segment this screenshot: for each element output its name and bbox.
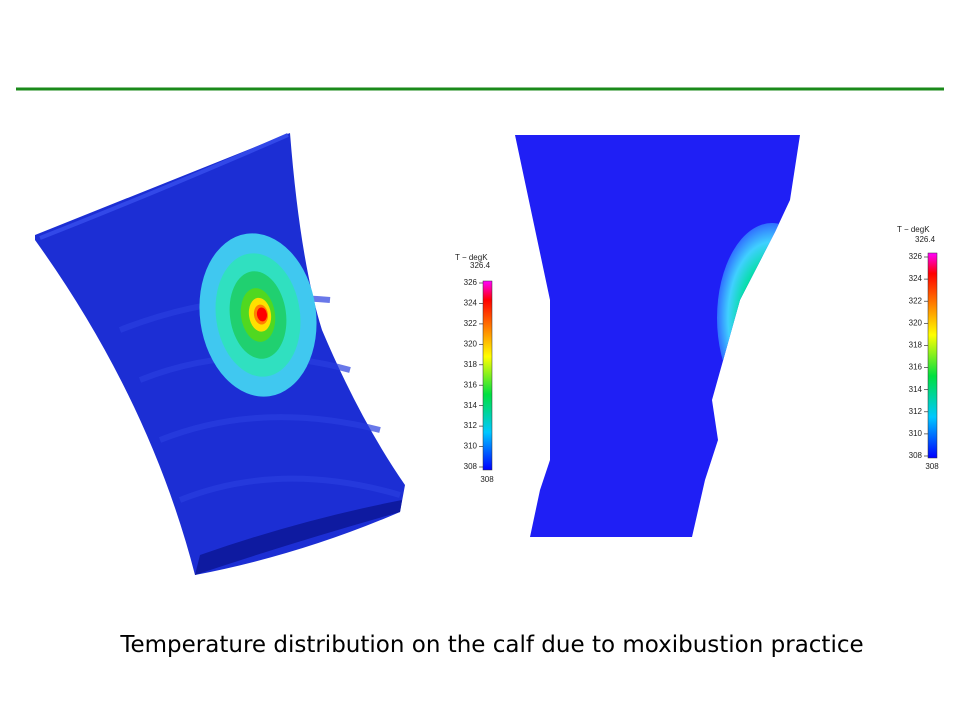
legend-min: 308 (925, 462, 939, 471)
tick-label: 324 (909, 274, 923, 283)
tick-label: 326 (464, 278, 478, 287)
tick-label: 310 (464, 442, 478, 451)
legend-title: T − degK (897, 225, 930, 234)
tick-label: 320 (909, 318, 923, 327)
tick-label: 320 (464, 339, 478, 348)
tick-label: 314 (464, 401, 478, 410)
tick-label: 316 (909, 363, 923, 372)
legend-max: 326.4 (470, 261, 491, 270)
tick-label: 308 (464, 462, 478, 471)
tick-label: 322 (464, 319, 478, 328)
tick-label: 312 (909, 407, 923, 416)
tick-label: 318 (909, 341, 923, 350)
tick-label: 324 (464, 299, 478, 308)
legend-max: 326.4 (915, 235, 936, 244)
tick-label: 326 (909, 252, 923, 261)
tick-label: 314 (909, 385, 923, 394)
legend-title: T − degK (455, 253, 488, 262)
tick-label: 312 (464, 421, 478, 430)
legend-min: 308 (480, 475, 494, 484)
tick-label: 308 (909, 451, 923, 460)
tick-label: 322 (909, 296, 923, 305)
tick-label: 316 (464, 380, 478, 389)
right-calf-model (515, 135, 800, 537)
tick-label: 310 (909, 429, 923, 438)
caption: Temperature distribution on the calf due… (119, 632, 863, 658)
color-bar (482, 280, 493, 471)
left-calf-model (35, 133, 405, 575)
tick-label: 318 (464, 360, 478, 369)
color-bar (927, 252, 938, 459)
